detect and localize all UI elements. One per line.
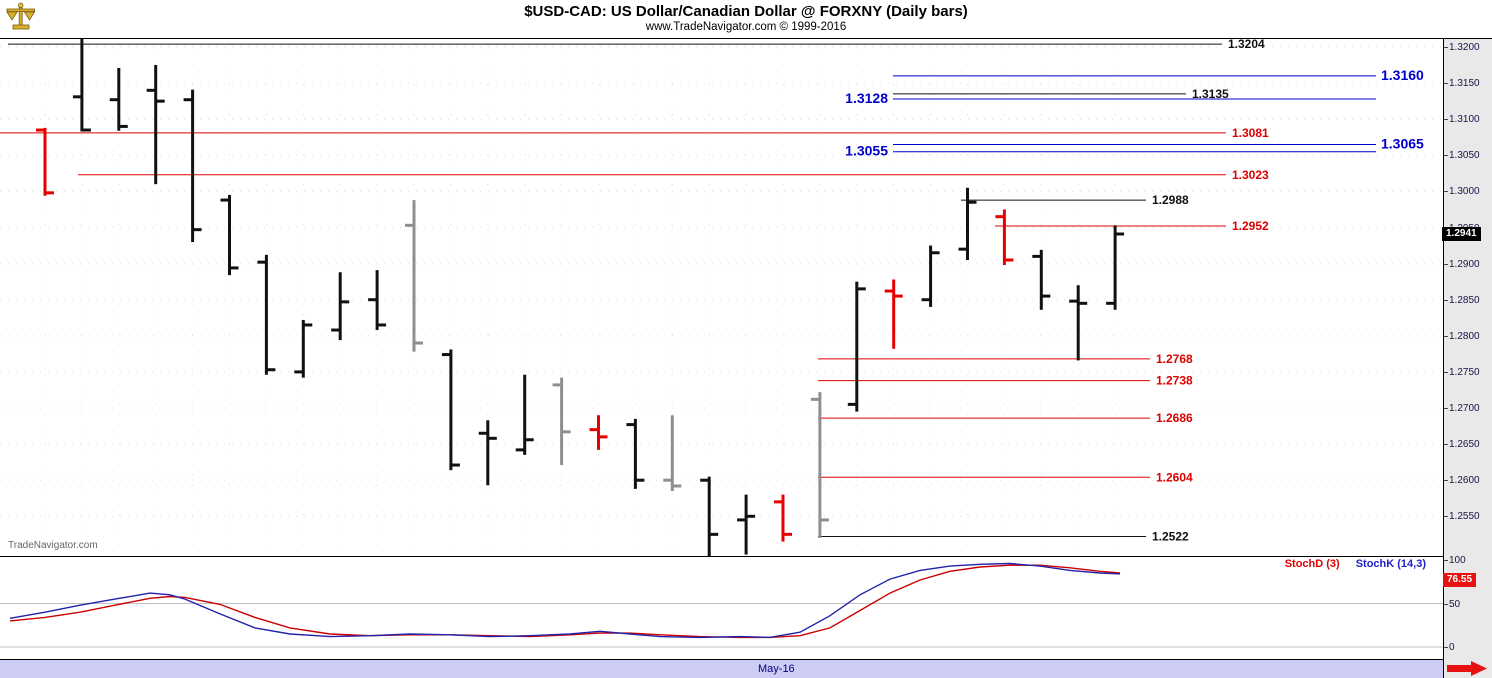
stochk-legend-label[interactable]: StochK (14,3) (1355, 558, 1426, 570)
price-axis-label-tick (1444, 155, 1448, 157)
price-axis-label-tick (1444, 47, 1448, 48)
price-axis-label: 1.2800 (1449, 330, 1480, 342)
level-label: 1.3023 (1232, 168, 1269, 182)
price-axis-label-tick (1444, 299, 1448, 301)
stoch-axis-label: 0 (1449, 642, 1455, 653)
level-label: 1.3065 (1381, 135, 1424, 151)
level-label: 1.3160 (1381, 67, 1424, 83)
level-label: 1.3081 (1232, 126, 1269, 140)
level-label: 1.2738 (1156, 374, 1193, 388)
level-label: 1.2988 (1152, 193, 1189, 207)
stoch-axis-label: 50 (1449, 598, 1461, 610)
price-axis-label-tick (1444, 119, 1448, 121)
price-axis-label: 1.2850 (1449, 294, 1480, 306)
level-label: 1.2952 (1232, 219, 1269, 233)
price-axis-label: 1.3100 (1449, 114, 1480, 126)
chart-title: $USD-CAD: US Dollar/Canadian Dollar @ FO… (524, 3, 968, 20)
price-axis-label: 1.3200 (1449, 42, 1480, 53)
level-label: 1.2686 (1156, 411, 1193, 425)
scroll-right-button[interactable] (1447, 660, 1489, 677)
level-label: 1.3128 (845, 90, 888, 106)
price-axis-label: 1.2900 (1449, 258, 1480, 270)
price-axis-label-tick (1444, 83, 1448, 85)
level-label: 1.2768 (1156, 352, 1193, 366)
price-axis-label: 1.2650 (1449, 439, 1480, 451)
stochk-line (9, 562, 1121, 639)
price-axis-label-tick (1444, 263, 1448, 265)
price-axis-label: 1.2700 (1449, 403, 1480, 414)
stochd-legend-label[interactable]: StochD (3) (1284, 558, 1340, 570)
price-axis-label: 1.3050 (1449, 150, 1480, 162)
level-label: 1.2522 (1152, 530, 1189, 544)
stoch-axis-label-tick (1444, 647, 1448, 648)
watermark: TradeNavigator.com (8, 540, 98, 551)
trade-navigator-logo-icon (6, 2, 36, 30)
level-label: 1.3135 (1192, 87, 1229, 101)
level-label: 1.3204 (1228, 38, 1265, 51)
price-axis-label: 1.2550 (1449, 511, 1480, 523)
level-label: 1.2604 (1156, 470, 1193, 484)
price-chart-canvas[interactable]: 1.3204 1.3160 1.3135 1.3128 1.3081 1.3065 1.30… (0, 38, 1443, 556)
price-axis-label: 1.3150 (1449, 78, 1480, 90)
current-price-marker: 1.2941 (1442, 226, 1481, 241)
price-axis-label-tick (1444, 371, 1448, 373)
stoch-axis-label: 100 (1449, 555, 1466, 566)
stoch-legend: StochD (3) StochK (14,3) (1285, 558, 1426, 570)
stoch-axis-label-tick (1444, 603, 1448, 605)
price-axis-label: 1.2600 (1449, 475, 1480, 487)
price-axis-label-tick (1444, 191, 1448, 193)
price-axis-label-tick (1444, 408, 1448, 409)
price-axis-label-tick (1444, 480, 1448, 482)
stochastic-chart-canvas[interactable] (0, 556, 1443, 659)
price-axis-label-tick (1444, 444, 1448, 446)
price-axis-label-tick (1444, 335, 1448, 337)
price-axis-label-tick (1444, 516, 1448, 518)
date-axis[interactable]: May-16 (0, 659, 1443, 678)
stoch-value-marker: 76.55 (1443, 573, 1477, 588)
date-axis-label: May-16 (758, 663, 795, 675)
stochd-line (9, 564, 1121, 639)
price-axis-label: 1.2750 (1449, 366, 1480, 378)
level-label: 1.3055 (845, 143, 888, 159)
price-axis[interactable]: 1.32001.31501.31001.30501.30001.29501.29… (1443, 38, 1492, 678)
price-axis-label: 1.3000 (1449, 186, 1480, 198)
chart-subtitle: www.TradeNavigator.com © 1999-2016 (645, 21, 847, 33)
stoch-axis-label-tick (1444, 560, 1448, 561)
